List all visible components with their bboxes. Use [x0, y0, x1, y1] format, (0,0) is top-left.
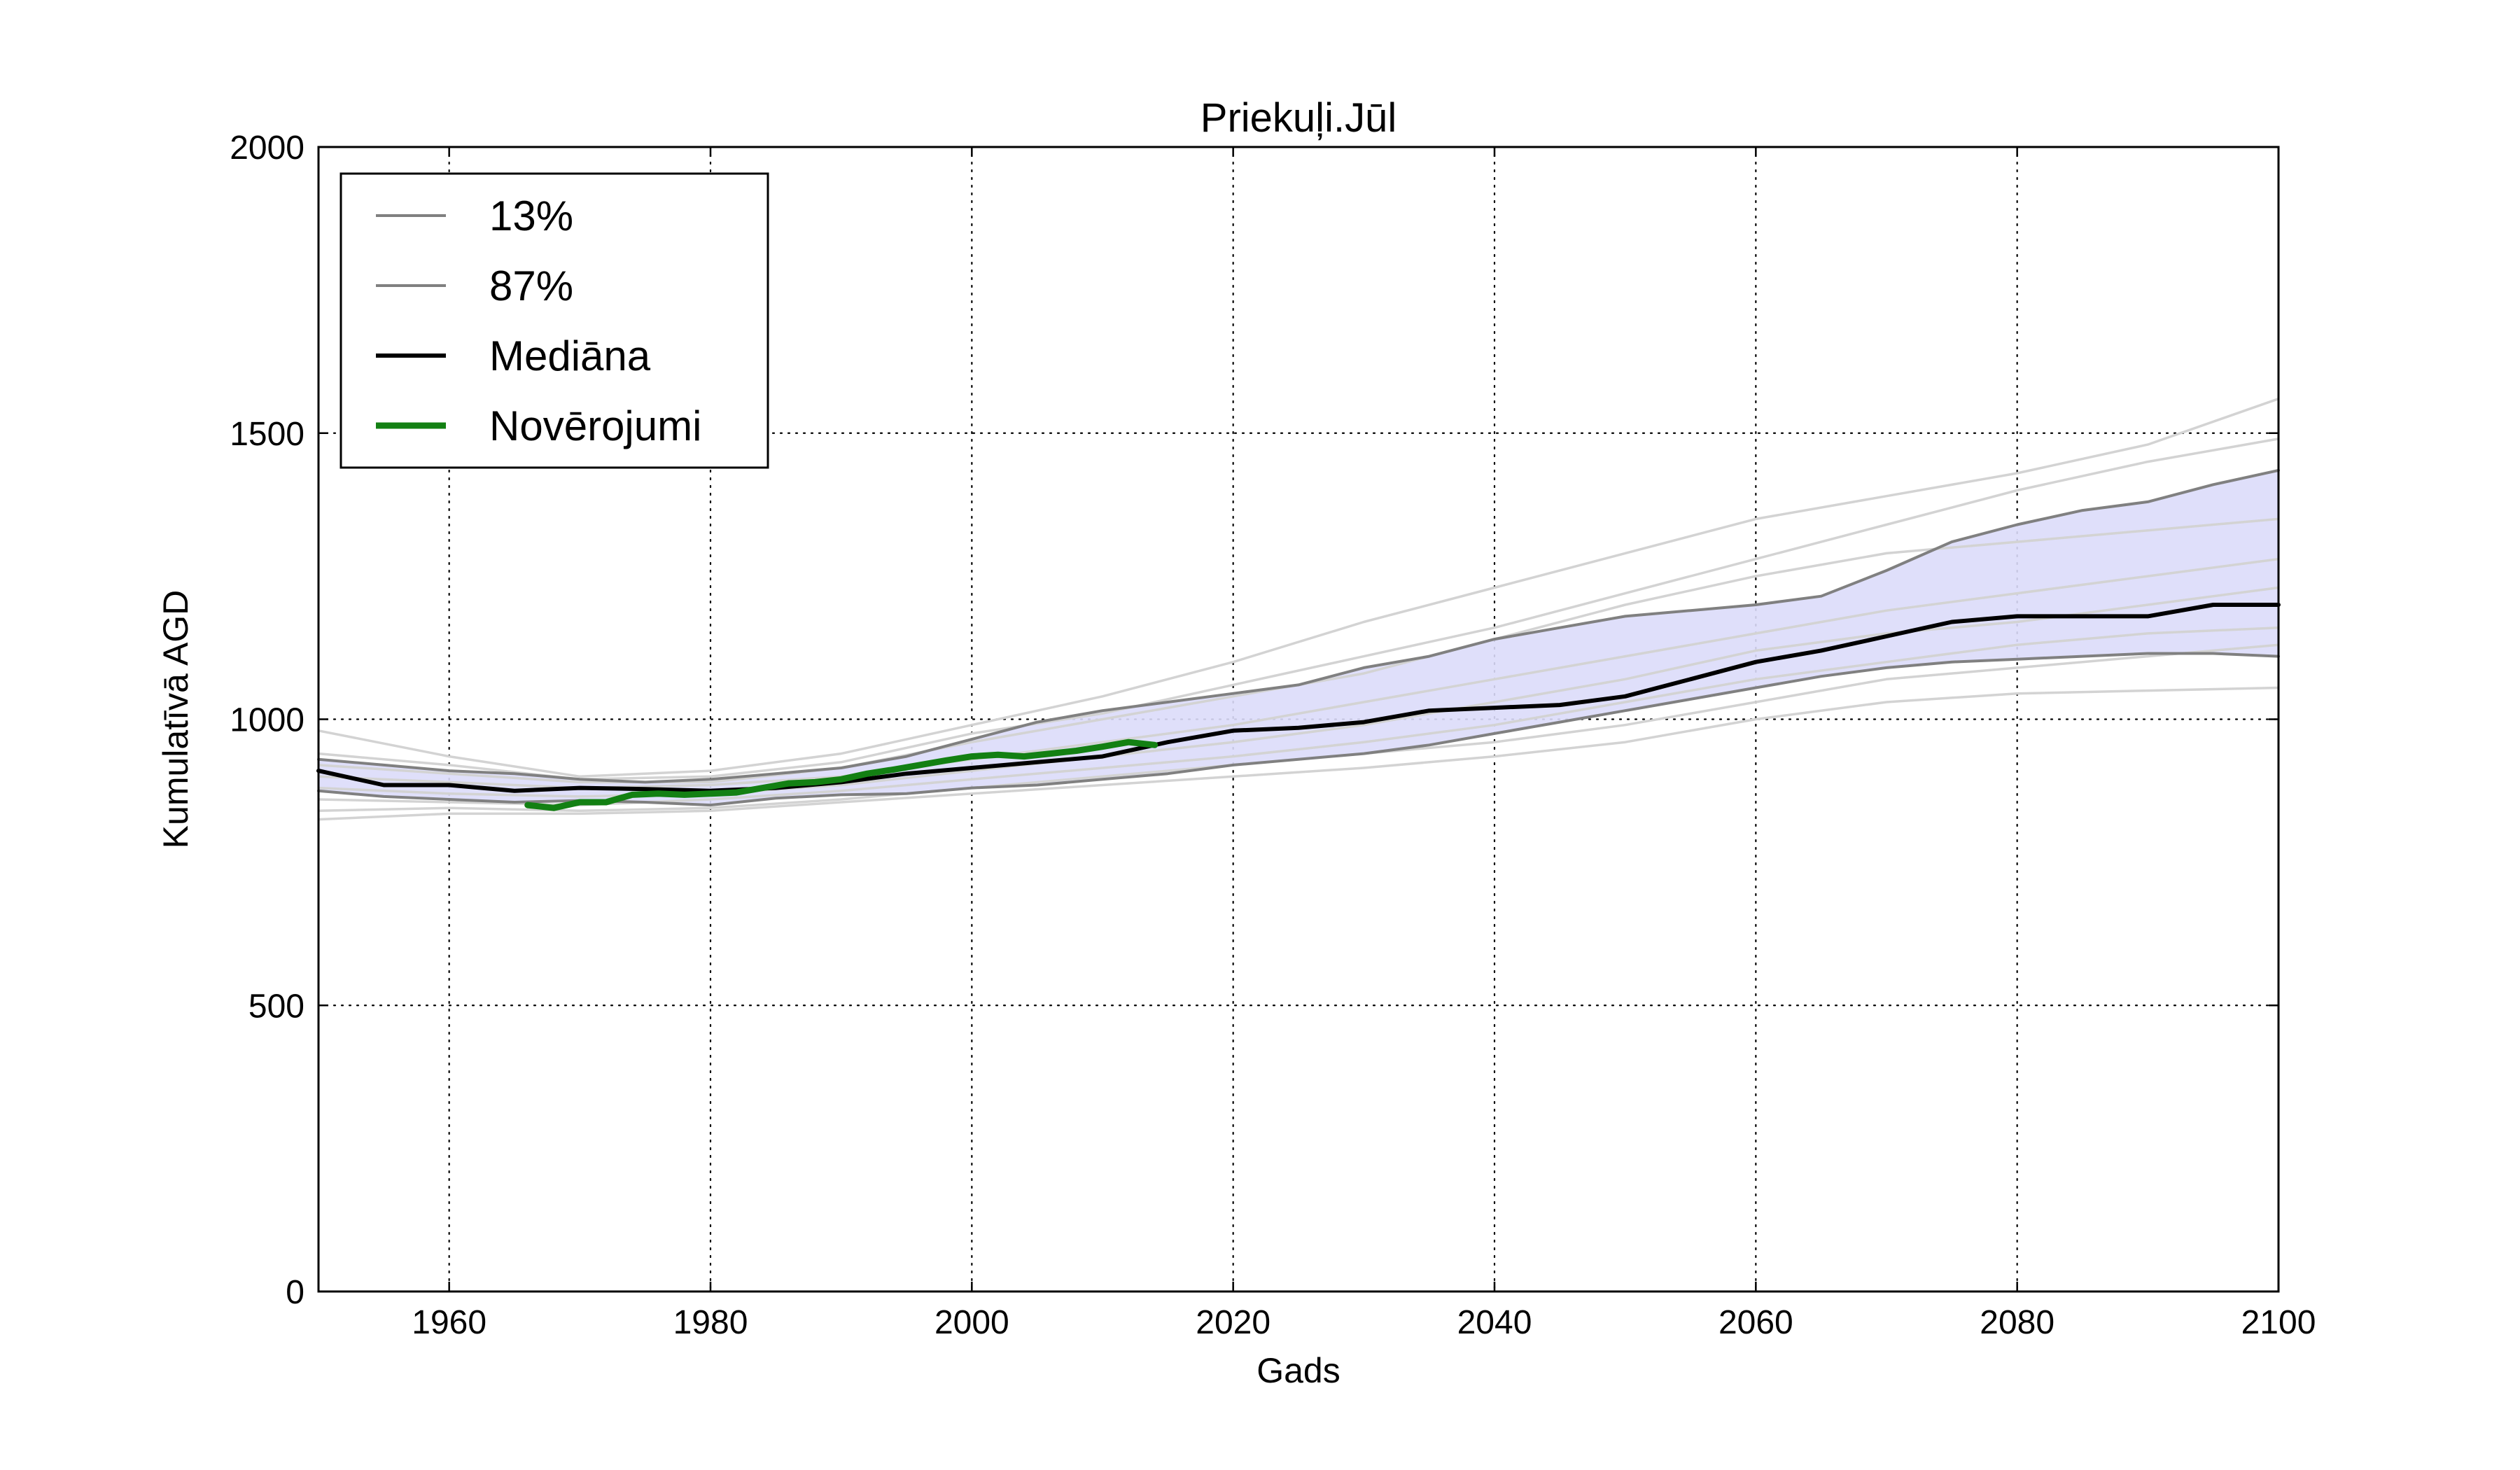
- y-tick-label: 0: [286, 1274, 304, 1311]
- legend-label: Novērojumi: [489, 402, 701, 449]
- x-tick-label: 2060: [1718, 1304, 1793, 1341]
- x-tick-label: 2040: [1457, 1304, 1532, 1341]
- x-tick-label: 1960: [412, 1304, 486, 1341]
- percentile-band-area: [318, 470, 2278, 806]
- y-tick-label: 1500: [230, 416, 304, 453]
- ensemble-line: [318, 438, 2279, 781]
- y-tick-label: 2000: [230, 130, 304, 167]
- x-tick-label: 2100: [2241, 1304, 2316, 1341]
- series-line-upper-percentile: [317, 468, 2280, 784]
- series-lines: [316, 468, 2281, 811]
- legend: 13% 87% Mediāna Novērojumi: [340, 172, 769, 469]
- ensemble-line: [318, 557, 2279, 790]
- legend-label: 87%: [489, 262, 573, 309]
- series-line-lower-percentile: [317, 652, 2280, 807]
- legend-box: [340, 172, 769, 469]
- ensemble-line: [318, 686, 2279, 821]
- y-axis-label: Kumulatīvā AGD: [156, 590, 195, 849]
- ensemble-line: [318, 398, 2279, 778]
- legend-label: Mediāna: [489, 332, 651, 379]
- chart-title: Priekuļi.Jūl: [1200, 95, 1396, 141]
- y-tick-label: 1000: [230, 702, 304, 739]
- plot-area: [316, 146, 2281, 1293]
- percentile-band: [318, 470, 2278, 806]
- y-tick-label: 500: [248, 988, 304, 1025]
- x-tick-label: 2020: [1196, 1304, 1270, 1341]
- x-tick-label: 2080: [1980, 1304, 2054, 1341]
- x-tick-label: 1980: [673, 1304, 748, 1341]
- legend-label: 13%: [489, 192, 573, 239]
- x-axis-label: Gads: [1256, 1351, 1340, 1390]
- axis-ticks: 1960 1980 2000 2020 2040 2060 2080 2100 0 500 1000…: [230, 130, 2316, 1341]
- series-line-observations: [524, 738, 1158, 811]
- series-line-median: [316, 603, 2281, 793]
- x-tick-label: 2000: [934, 1304, 1009, 1341]
